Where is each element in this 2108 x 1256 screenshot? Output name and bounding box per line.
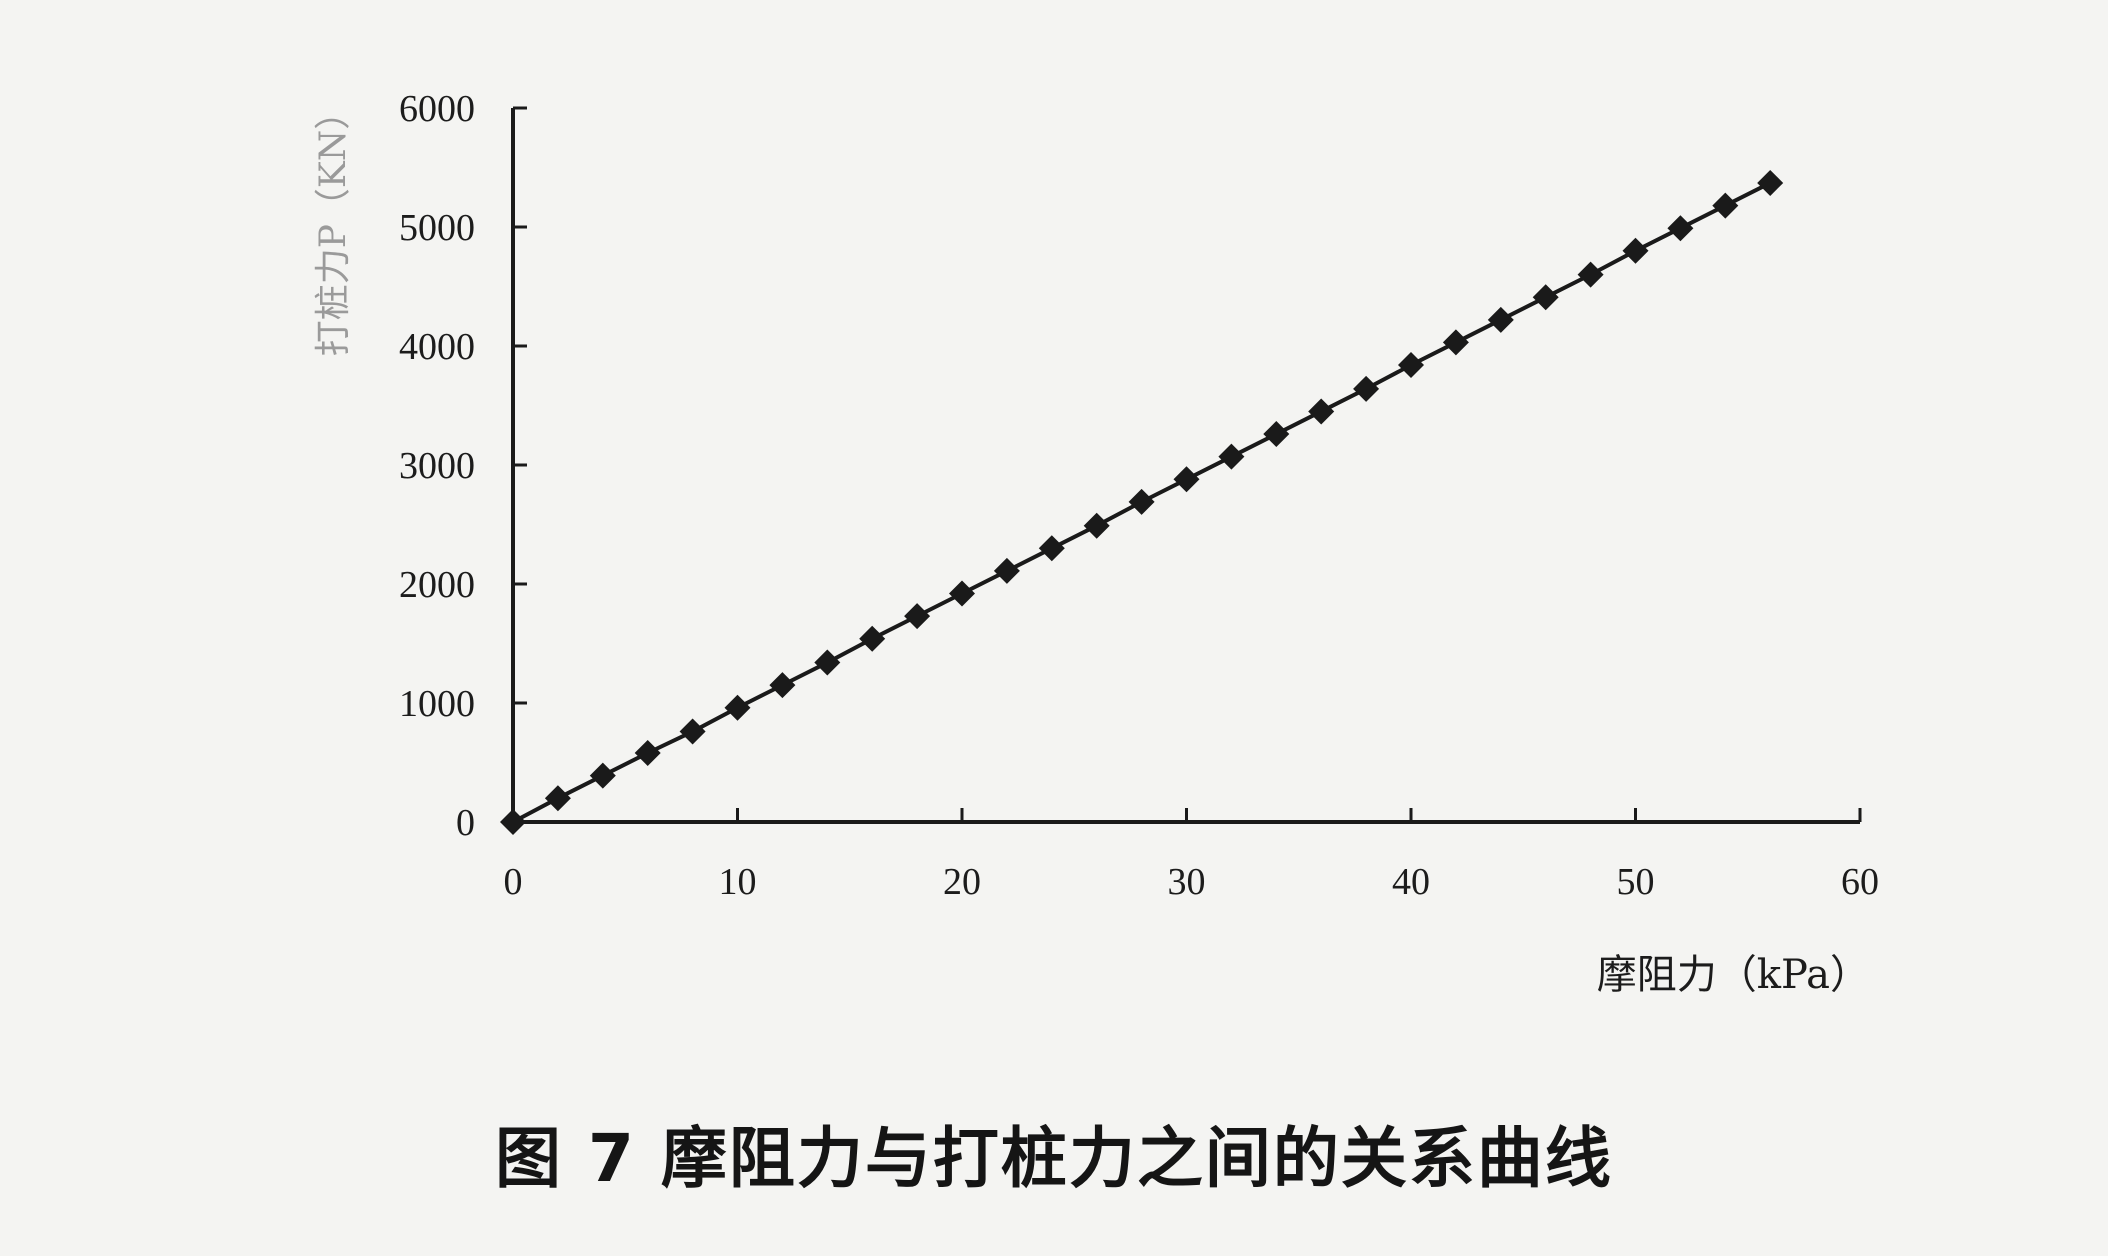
y-tick-label: 4000 bbox=[399, 326, 475, 368]
data-point bbox=[1622, 237, 1649, 264]
data-point bbox=[1308, 398, 1335, 425]
y-tick-label: 0 bbox=[456, 802, 475, 844]
x-tick-label: 30 bbox=[1168, 861, 1206, 903]
data-point bbox=[1128, 488, 1155, 515]
x-tick-label: 40 bbox=[1392, 861, 1430, 903]
data-point bbox=[589, 762, 616, 789]
figure-caption: 图 7 摩阻力与打桩力之间的关系曲线 bbox=[495, 1120, 1613, 1197]
data-point bbox=[1712, 192, 1739, 219]
x-tick-label: 50 bbox=[1617, 861, 1655, 903]
y-tick-label: 6000 bbox=[399, 88, 475, 130]
y-ticks: 0 1000 2000 3000 4000 5000 6000 bbox=[399, 88, 527, 844]
data-point bbox=[1038, 535, 1065, 562]
data-point bbox=[1173, 466, 1200, 493]
x-tick-label: 20 bbox=[943, 861, 981, 903]
y-tick-label: 5000 bbox=[399, 207, 475, 249]
data-point bbox=[1487, 306, 1514, 333]
data-point bbox=[634, 739, 661, 766]
data-point bbox=[1442, 329, 1469, 356]
x-tick-label: 60 bbox=[1841, 861, 1879, 903]
data-point bbox=[1532, 284, 1559, 311]
data-point bbox=[500, 809, 526, 835]
data-point bbox=[993, 557, 1020, 584]
series bbox=[500, 169, 1784, 835]
x-tick-label: 10 bbox=[719, 861, 757, 903]
y-tick-label: 1000 bbox=[399, 683, 475, 725]
data-point bbox=[1218, 443, 1245, 470]
data-point bbox=[1353, 375, 1380, 402]
data-point bbox=[904, 603, 931, 630]
data-point bbox=[1083, 512, 1110, 539]
data-point bbox=[1757, 169, 1784, 196]
data-point bbox=[859, 625, 886, 652]
x-ticks: 0 10 20 30 40 50 60 bbox=[504, 808, 1879, 903]
x-tick-label: 0 bbox=[504, 861, 523, 903]
data-point bbox=[769, 672, 796, 699]
x-axis-label: 摩阻力（kPa） bbox=[1597, 952, 1870, 998]
y-tick-label: 3000 bbox=[399, 445, 475, 487]
axes bbox=[511, 108, 1860, 824]
data-point bbox=[1667, 215, 1694, 242]
y-tick-label: 2000 bbox=[399, 564, 475, 606]
data-point bbox=[814, 649, 841, 676]
data-point bbox=[1263, 421, 1290, 448]
data-point bbox=[724, 694, 751, 721]
data-point bbox=[1577, 261, 1604, 288]
data-point bbox=[679, 718, 706, 745]
data-point bbox=[1398, 352, 1424, 379]
data-point bbox=[544, 785, 571, 812]
data-point bbox=[949, 580, 975, 607]
y-axis-label: 打桩力P（KN） bbox=[313, 94, 354, 357]
